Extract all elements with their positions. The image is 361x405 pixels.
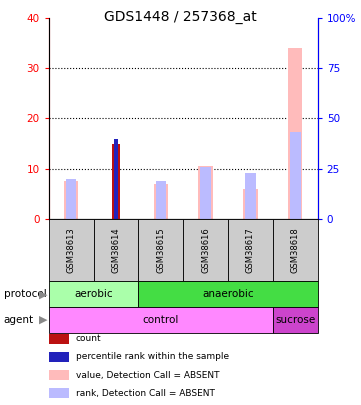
Text: GSM38618: GSM38618: [291, 227, 300, 273]
Bar: [245, 173, 256, 219]
Text: value, Detection Call = ABSENT: value, Detection Call = ABSENT: [76, 371, 219, 379]
Bar: [290, 132, 300, 219]
Bar: [154, 183, 168, 219]
Text: percentile rank within the sample: percentile rank within the sample: [76, 352, 229, 361]
Text: sucrose: sucrose: [275, 315, 316, 325]
Text: GDS1448 / 257368_at: GDS1448 / 257368_at: [104, 10, 257, 24]
Text: GSM38613: GSM38613: [67, 227, 76, 273]
Bar: [199, 166, 213, 219]
Bar: [156, 181, 166, 219]
Bar: [288, 48, 303, 219]
Bar: [114, 139, 118, 219]
Text: protocol: protocol: [4, 289, 46, 299]
Text: GSM38614: GSM38614: [112, 227, 121, 273]
Text: GSM38616: GSM38616: [201, 227, 210, 273]
Bar: [66, 179, 77, 219]
Text: control: control: [143, 315, 179, 325]
Bar: [243, 189, 258, 219]
Text: count: count: [76, 334, 101, 343]
Bar: [200, 166, 211, 219]
Text: aerobic: aerobic: [74, 289, 113, 299]
Text: ▶: ▶: [39, 289, 48, 299]
Text: anaerobic: anaerobic: [202, 289, 254, 299]
Text: ▶: ▶: [39, 315, 48, 325]
Text: agent: agent: [4, 315, 34, 325]
Bar: [112, 143, 120, 219]
Text: GSM38617: GSM38617: [246, 227, 255, 273]
Bar: [64, 181, 78, 219]
Text: rank, Detection Call = ABSENT: rank, Detection Call = ABSENT: [76, 389, 215, 398]
Text: GSM38615: GSM38615: [156, 227, 165, 273]
